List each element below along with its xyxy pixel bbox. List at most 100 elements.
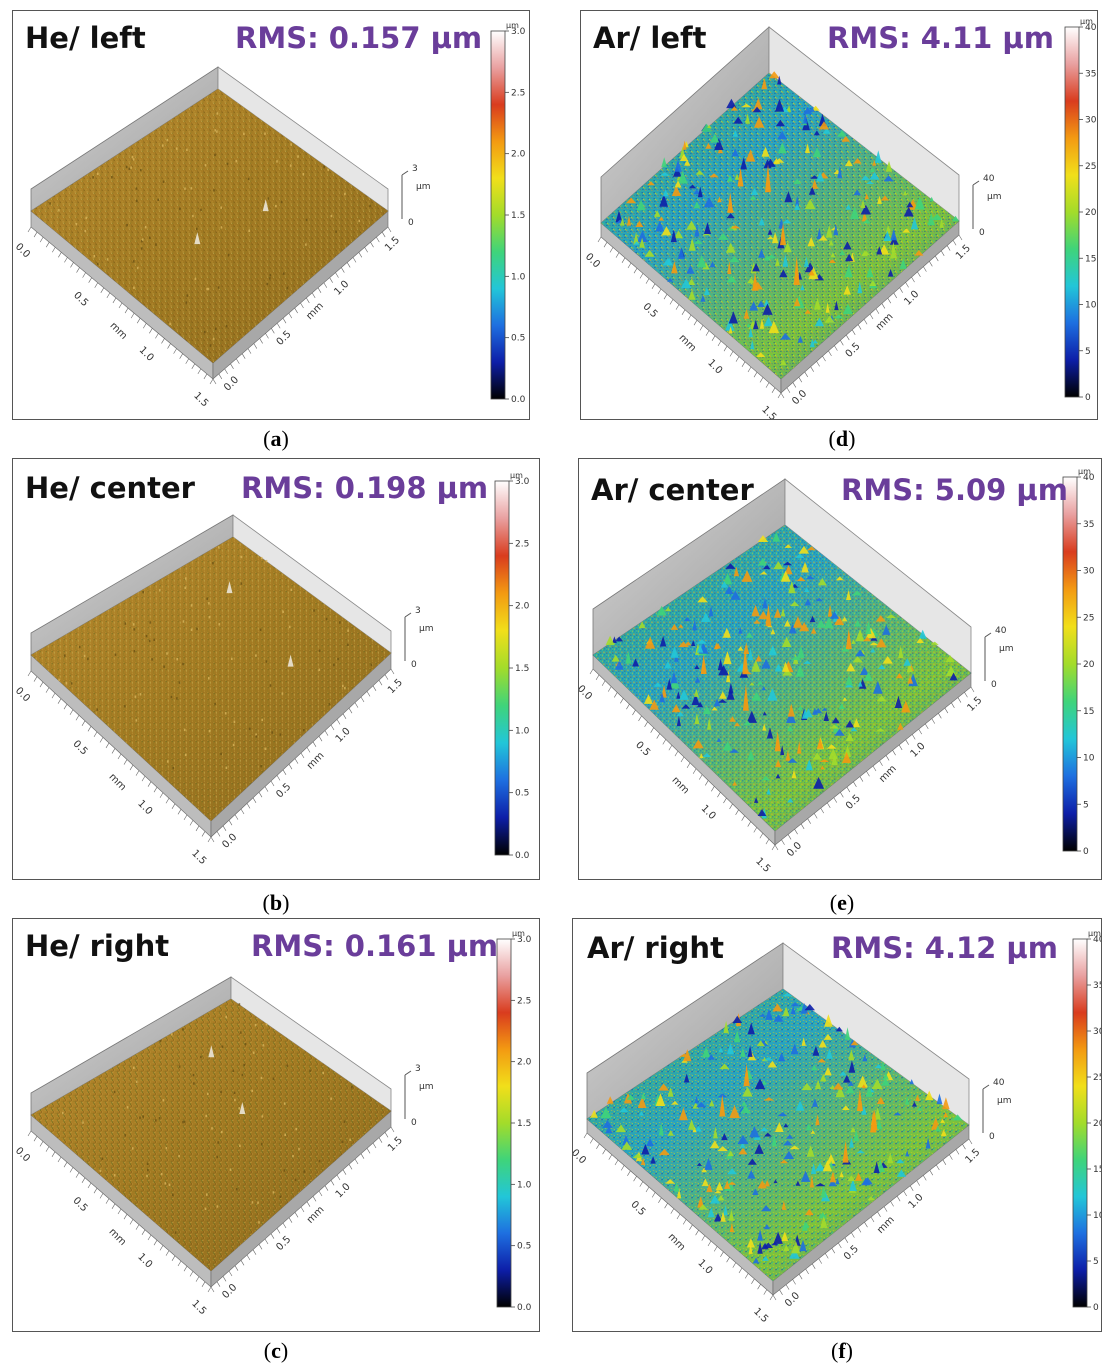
color-scale-tick: 40 <box>1085 23 1097 33</box>
color-scale-tick: 20 <box>1085 208 1097 218</box>
color-scale-tick: 0 <box>1093 1303 1099 1313</box>
color-scale-tick: 35 <box>1083 520 1094 530</box>
color-scale-tick: 0.5 <box>511 334 525 344</box>
x-axis-tick-label: 0.5 <box>70 1195 89 1214</box>
rms-value: RMS: 5.09 µm <box>841 473 1068 507</box>
surface-3d: 3 µm 0 0.0 0.5 mm 1.0 1.5 0.0 0.5 mm 1.0 1.5 <box>13 515 433 867</box>
x-axis-tick-label: 1.5 <box>751 1306 770 1325</box>
y-axis-tick-label: 0.5 <box>274 781 293 800</box>
color-scale-bar: µm 0.0 0.5 1.0 1.5 2.0 2.5 3.0 <box>495 471 530 861</box>
surface-plot-a: 3 µm 0 0.0 0.5 mm 1.0 1.5 0.0 0.5 mm 1.0 1.5 µm 0.0 0.5… <box>13 11 530 420</box>
x-axis-tick-label: 1.0 <box>135 1251 154 1270</box>
color-scale-tick: 25 <box>1085 162 1096 172</box>
color-scale-tick: 2.0 <box>515 602 530 612</box>
surface-plot-d: 40µm00.00.5mm1.01.50.00.5mm1.01.5µm05101… <box>581 11 1098 420</box>
x-axis-tick-label: 0.5 <box>640 301 659 320</box>
rms-value: RMS: 0.157 µm <box>235 21 482 55</box>
color-scale-tick: 2.0 <box>511 150 526 160</box>
panel-caption: (a) <box>246 426 306 452</box>
x-axis-tick-label: 0.5 <box>70 738 89 757</box>
z-axis-label: 3 <box>415 606 421 616</box>
y-axis-tick-label: mm <box>877 763 899 785</box>
color-scale-tick: 40 <box>1083 473 1095 483</box>
panel-he-right: 3 µm 0 0.0 0.5 mm 1.0 1.5 0.0 0.5 mm 1.0 1.5 µm 0.0 0.5… <box>12 918 540 1332</box>
rms-value: RMS: 4.12 µm <box>831 931 1058 965</box>
panel-caption: (e) <box>812 890 872 916</box>
z-axis-label: µm <box>999 644 1014 654</box>
rms-value: RMS: 0.198 µm <box>241 471 488 505</box>
z-axis-label: 40 <box>995 626 1007 636</box>
panel-title: Ar/ center <box>591 473 754 507</box>
panel-caption: (f) <box>812 1338 872 1364</box>
surface-plot-f: 40µm00.00.5mm1.01.50.00.5mm1.01.5µm05101… <box>573 919 1102 1332</box>
x-axis-tick-label: 0.0 <box>13 241 32 260</box>
color-scale-tick: 25 <box>1083 613 1094 623</box>
color-scale-tick: 5 <box>1083 800 1089 810</box>
color-scale-tick: 40 <box>1093 935 1102 945</box>
y-axis-tick-label: 1.5 <box>386 1135 405 1154</box>
x-axis-tick-label: 1.0 <box>137 345 156 364</box>
z-axis-label: µm <box>419 624 434 634</box>
x-axis-tick-label: 0.0 <box>13 685 32 704</box>
color-scale-tick: 15 <box>1083 707 1094 717</box>
z-axis-label: µm <box>987 192 1002 202</box>
color-scale-tick: 0.0 <box>517 1303 532 1313</box>
color-scale-tick: 1.5 <box>515 664 529 674</box>
y-axis-tick-label: 1.0 <box>909 741 928 760</box>
y-axis-tick-label: 0.5 <box>274 1234 293 1253</box>
panel-caption: (d) <box>812 426 872 452</box>
z-axis-label: 0 <box>411 660 417 670</box>
color-scale-tick: 35 <box>1085 69 1096 79</box>
color-scale-bar: µm 0 5 10 15 20 25 30 35 40 <box>1063 467 1095 857</box>
z-axis-label: 40 <box>993 1078 1005 1088</box>
panel-he-left: 3 µm 0 0.0 0.5 mm 1.0 1.5 0.0 0.5 mm 1.0 1.5 µm 0.0 0.5… <box>12 10 530 420</box>
color-scale-tick: 0 <box>1083 847 1089 857</box>
z-axis-label: 0 <box>991 680 997 690</box>
color-scale-tick: 5 <box>1093 1257 1099 1267</box>
color-scale-tick: 1.5 <box>517 1119 531 1129</box>
x-axis-tick-label: 1.0 <box>695 1258 714 1277</box>
surface-3d: 3 µm 0 0.0 0.5 mm 1.0 1.5 0.0 0.5 mm 1.0 1.5 <box>13 67 430 409</box>
color-scale-tick: 20 <box>1083 660 1095 670</box>
y-axis-tick-label: 0.5 <box>844 341 863 360</box>
x-axis-tick-label: 1.0 <box>699 803 718 822</box>
color-scale-tick: 2.0 <box>517 1058 532 1068</box>
color-scale-bar: µm 0.0 0.5 1.0 1.5 2.0 2.5 3.0 <box>491 21 526 405</box>
y-axis-tick-label: 0.0 <box>222 374 241 393</box>
color-scale-bar: µm 0 5 10 15 20 25 30 35 40 <box>1065 17 1097 403</box>
color-scale-tick: 0.5 <box>515 789 529 799</box>
x-axis-tick-label: mm <box>107 320 129 342</box>
color-scale-bar: µm 0 5 10 15 20 25 30 35 40 <box>1073 929 1102 1313</box>
color-scale-tick: 20 <box>1093 1119 1102 1129</box>
z-axis-label: 3 <box>415 1064 421 1074</box>
y-axis-tick-label: 1.0 <box>907 1192 926 1211</box>
y-axis-tick-label: 1.5 <box>386 677 405 696</box>
rms-value: RMS: 0.161 µm <box>251 929 498 963</box>
z-axis-label: 0 <box>979 228 985 238</box>
x-axis-tick-label: 0.0 <box>579 683 594 702</box>
x-axis-tick-label: mm <box>666 1232 688 1254</box>
color-scale-tick: 1.0 <box>515 726 530 736</box>
y-axis-tick-label: 1.0 <box>334 726 353 745</box>
x-axis-tick-label: 0.5 <box>71 290 90 309</box>
color-scale-tick: 10 <box>1093 1211 1102 1221</box>
color-scale-tick: 10 <box>1085 301 1097 311</box>
panel-title: He/ center <box>25 471 195 505</box>
z-axis-label: 0 <box>411 1118 417 1128</box>
y-axis-tick-label: mm <box>305 1204 327 1226</box>
color-scale-tick: 0.5 <box>517 1242 531 1252</box>
surface-3d: 3 µm 0 0.0 0.5 mm 1.0 1.5 0.0 0.5 mm 1.0 1.5 <box>13 977 433 1317</box>
surface-3d: 40 µm 0 0.0 0.5 mm 1.0 1.5 0.0 0.5 mm 1.0 1.5 <box>583 27 1002 420</box>
x-axis-tick-label: 1.0 <box>135 798 154 817</box>
surface-3d: 40 µm 0 0.0 0.5 mm 1.0 1.5 0.0 0.5 mm 1.0 1.5 <box>579 479 1014 875</box>
y-axis-tick-label: 0.5 <box>275 329 294 348</box>
color-scale-tick: 30 <box>1083 567 1095 577</box>
y-axis-tick-label: 0.5 <box>842 1243 861 1262</box>
panel-ar-center: 40 µm 0 0.0 0.5 mm 1.0 1.5 0.0 0.5 mm 1.0 1.5 µm 0 5 10 1… <box>578 458 1102 880</box>
y-axis-tick-label: 1.0 <box>332 279 351 298</box>
x-axis-tick-label: 1.0 <box>705 357 724 376</box>
z-axis-label: µm <box>997 1096 1012 1106</box>
x-axis-tick-label: mm <box>106 772 128 794</box>
x-axis-tick-label: 0.5 <box>633 740 652 759</box>
color-scale-tick: 30 <box>1093 1027 1102 1037</box>
